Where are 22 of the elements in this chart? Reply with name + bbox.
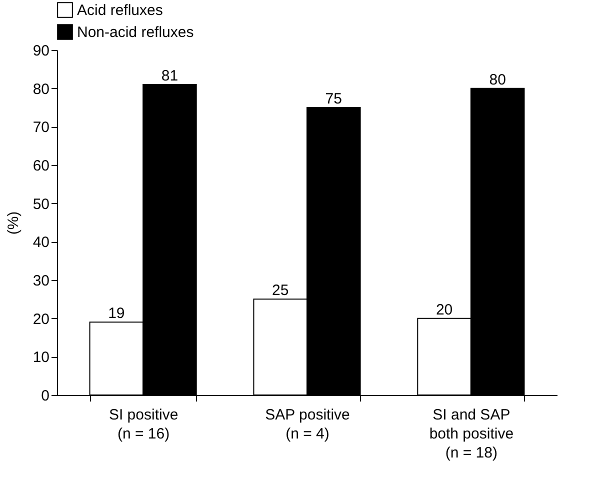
x-tick-label: SAP positive (n = 4): [265, 406, 350, 442]
y-tick-label: 40: [32, 234, 50, 252]
y-tick-label: 20: [32, 310, 50, 328]
data-label: 75: [325, 90, 342, 108]
data-label: 19: [108, 305, 125, 322]
data-label: 25: [272, 282, 289, 300]
y-tick-label: 70: [32, 119, 50, 136]
x-tick-label: SI positive (n = 16): [108, 406, 178, 442]
y-tick-label: 10: [32, 349, 50, 366]
legend-label: Acid refluxes: [77, 2, 163, 19]
x-tick-label: SI and SAP both positive (n = 18): [429, 406, 514, 462]
data-label: 81: [161, 68, 178, 84]
y-tick-label: 30: [32, 272, 50, 290]
y-axis-title: (%): [4, 211, 22, 235]
y-tick-label: 80: [32, 80, 50, 98]
data-label: 80: [489, 71, 506, 88]
y-tick-label: 0: [41, 388, 50, 404]
data-label: 20: [436, 301, 453, 318]
y-tick-label: 60: [32, 158, 50, 174]
y-tick-label: 50: [32, 196, 50, 213]
y-tick-label: 90: [32, 42, 50, 60]
legend-label: Non-acid refluxes: [77, 24, 194, 41]
